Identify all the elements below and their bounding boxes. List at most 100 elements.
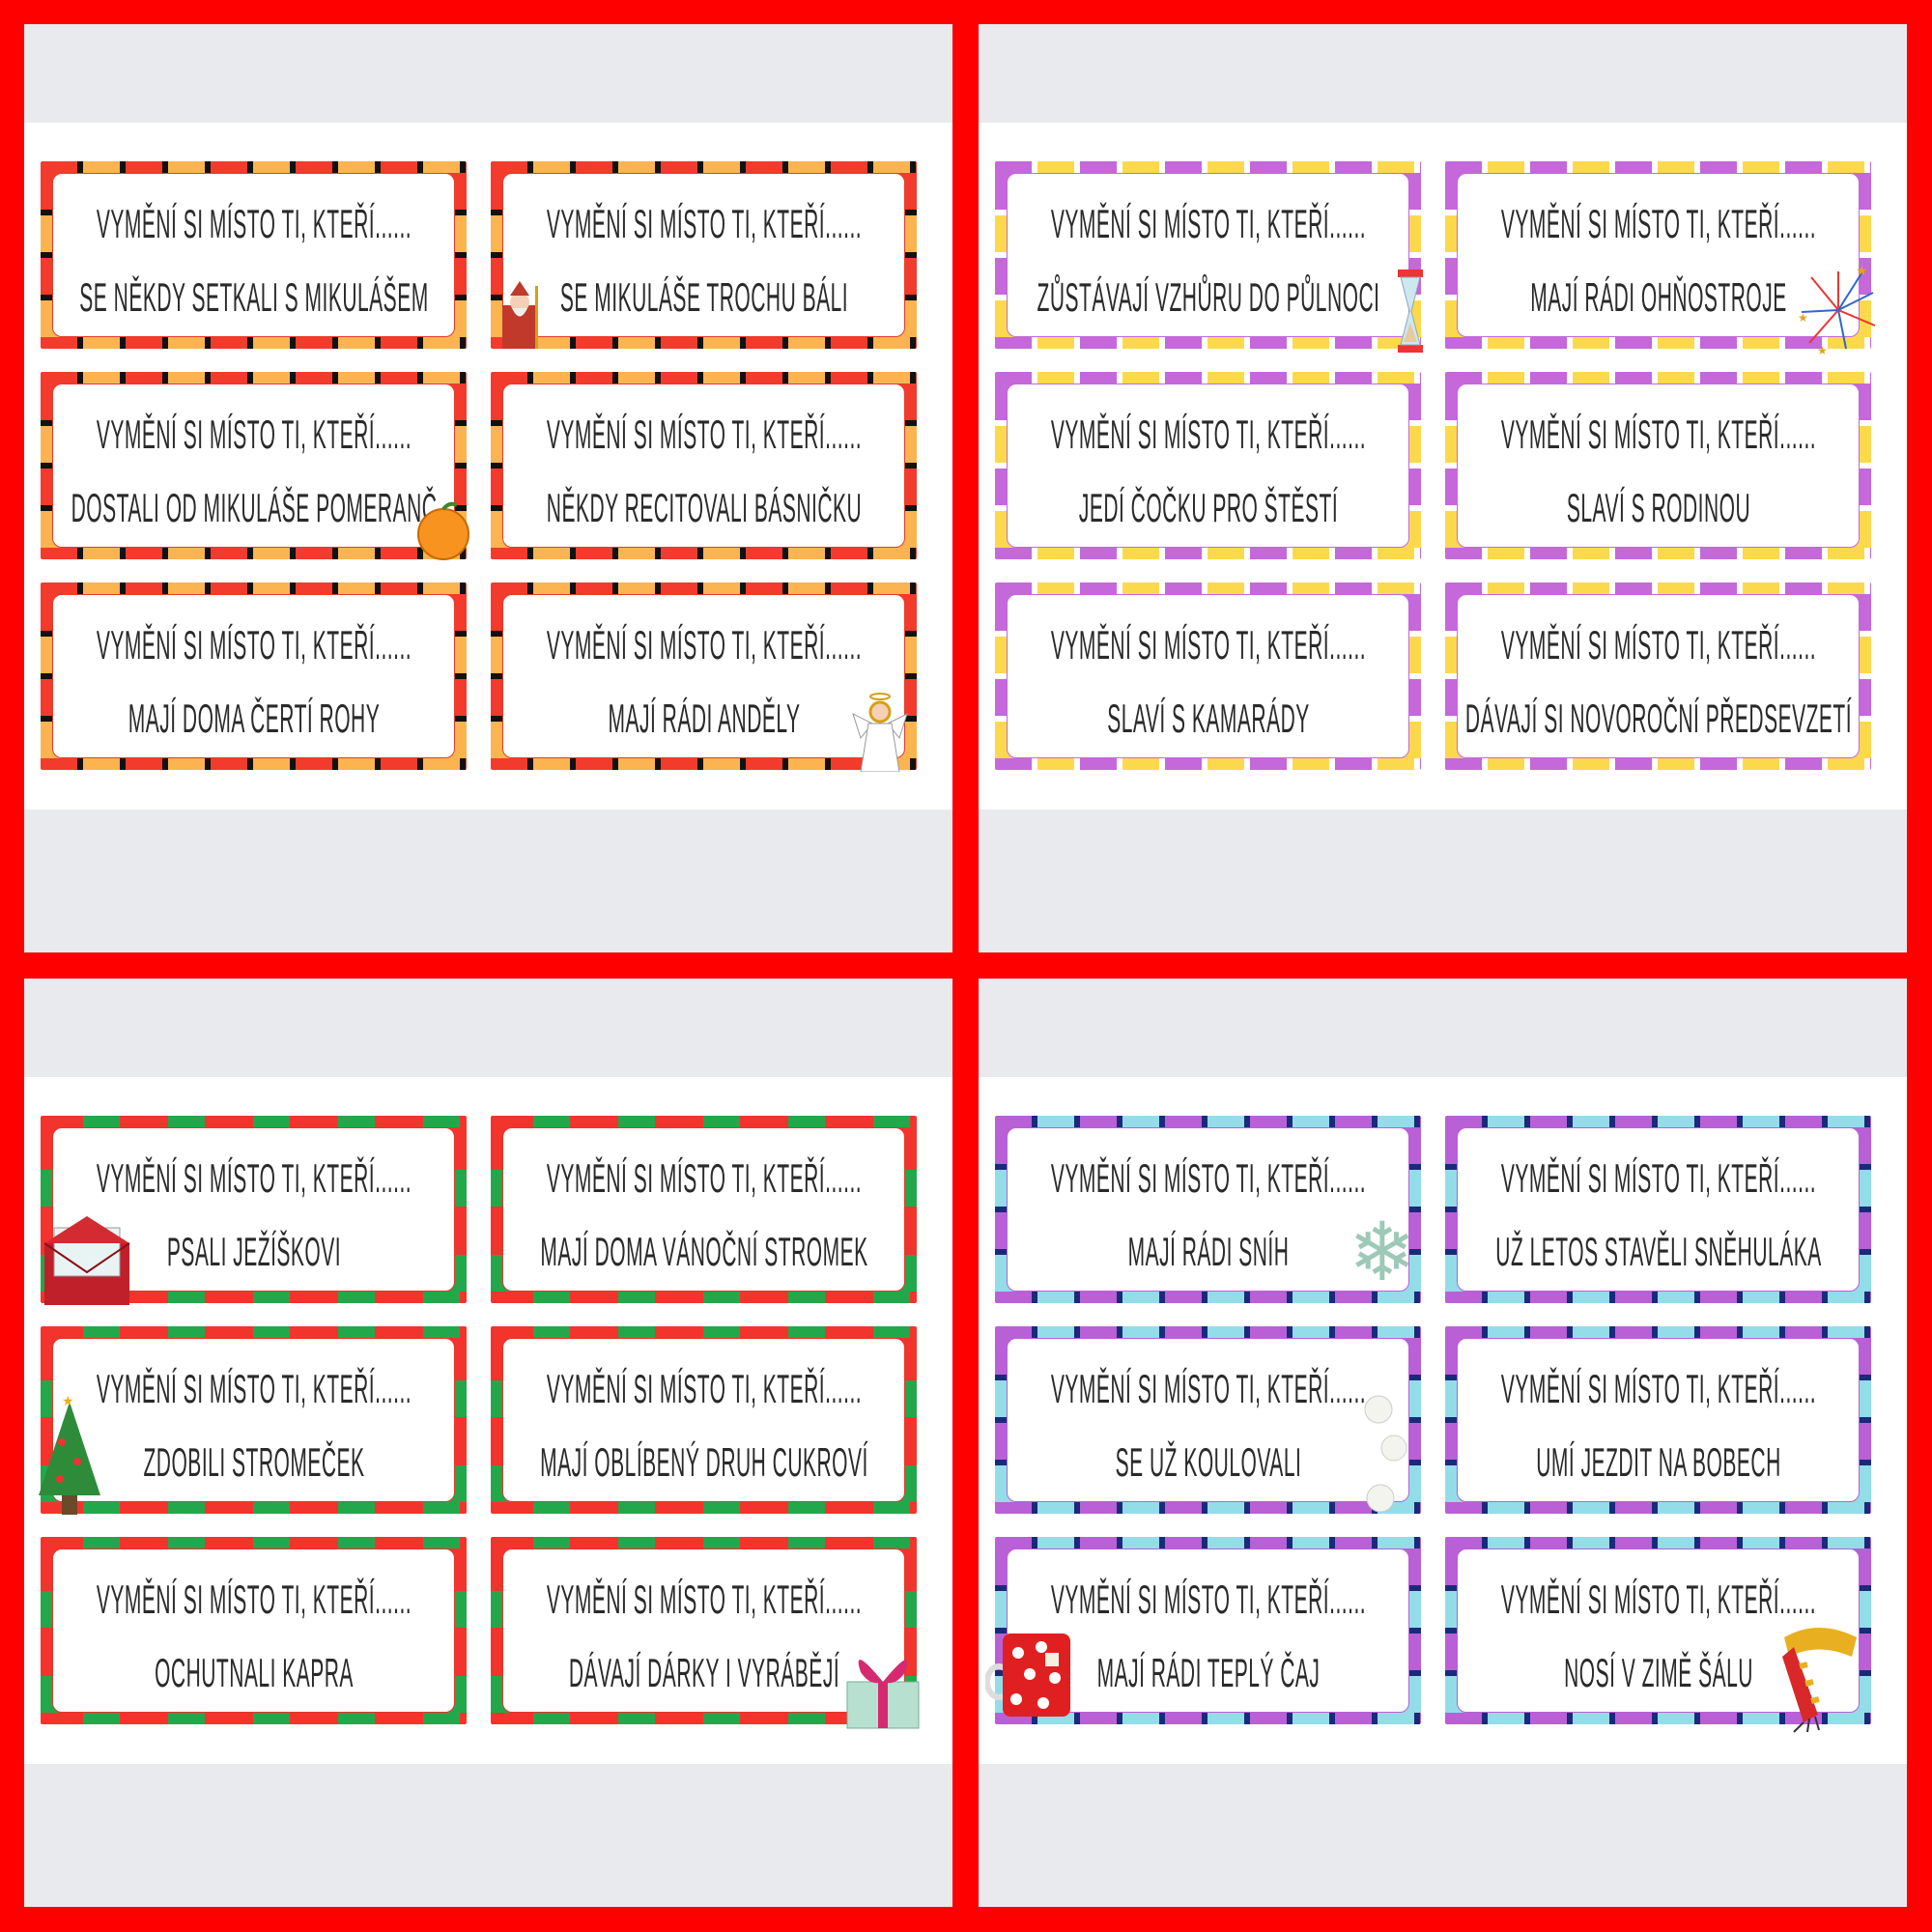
card-condition: MAJÍ RÁDI SNÍH	[1127, 1229, 1289, 1274]
card-body: VYMĚNÍ SI MÍSTO TI, KTEŘÍ...... MAJÍ OBL…	[502, 1338, 905, 1502]
activity-card[interactable]: VYMĚNÍ SI MÍSTO TI, KTEŘÍ...... MAJÍ RÁD…	[491, 582, 917, 773]
card-prompt: VYMĚNÍ SI MÍSTO TI, KTEŘÍ......	[96, 622, 412, 668]
card-prompt: VYMĚNÍ SI MÍSTO TI, KTEŘÍ......	[546, 201, 862, 246]
card-body: VYMĚNÍ SI MÍSTO TI, KTEŘÍ...... MAJÍ DOM…	[52, 594, 455, 758]
card-body: VYMĚNÍ SI MÍSTO TI, KTEŘÍ...... MAJÍ RÁD…	[1007, 1548, 1409, 1713]
activity-card[interactable]: VYMĚNÍ SI MÍSTO TI, KTEŘÍ...... OCHUTNAL…	[41, 1537, 467, 1724]
fireworks-icon: ★ ★ ★	[1798, 263, 1879, 357]
card-body: VYMĚNÍ SI MÍSTO TI, KTEŘÍ...... SLAVÍ S …	[1457, 384, 1860, 548]
activity-card[interactable]: VYMĚNÍ SI MÍSTO TI, KTEŘÍ...... ZŮSTÁVAJ…	[995, 161, 1423, 353]
activity-card[interactable]: VYMĚNÍ SI MÍSTO TI, KTEŘÍ...... MAJÍ RÁD…	[1445, 161, 1876, 357]
card-condition: SE NĚKDY SETKALI S MIKULÁŠEM	[78, 274, 429, 320]
activity-card[interactable]: VYMĚNÍ SI MÍSTO TI, KTEŘÍ...... NĚKDY RE…	[491, 372, 917, 559]
card-condition: NOSÍ V ZIMĚ ŠÁLU	[1563, 1650, 1753, 1695]
card-condition: MAJÍ OBLÍBENÝ DRUH CUKROVÍ	[539, 1439, 868, 1485]
card-body: VYMĚNÍ SI MÍSTO TI, KTEŘÍ...... SE UŽ KO…	[1007, 1338, 1409, 1502]
card-condition: MAJÍ RÁDI ANDĚLY	[608, 696, 800, 741]
card-body: VYMĚNÍ SI MÍSTO TI, KTEŘÍ...... UŽ LETOS…	[1457, 1127, 1860, 1292]
activity-card[interactable]: VYMĚNÍ SI MÍSTO TI, KTEŘÍ...... JEDÍ ČOČ…	[995, 372, 1421, 559]
activity-card[interactable]: VYMĚNÍ SI MÍSTO TI, KTEŘÍ...... MAJÍ RÁD…	[995, 1116, 1421, 1303]
card-prompt: VYMĚNÍ SI MÍSTO TI, KTEŘÍ......	[1500, 412, 1816, 457]
activity-card[interactable]: VYMĚNÍ SI MÍSTO TI, KTEŘÍ...... SE MIKUL…	[491, 161, 917, 349]
saint-nicholas-icon	[491, 281, 549, 349]
card-body: VYMĚNÍ SI MÍSTO TI, KTEŘÍ...... NĚKDY RE…	[502, 384, 905, 548]
svg-text:★: ★	[1817, 344, 1828, 356]
letter-icon	[41, 1214, 133, 1307]
activity-card[interactable]: VYMĚNÍ SI MÍSTO TI, KTEŘÍ...... UŽ LETOS…	[1445, 1116, 1871, 1303]
card-body: VYMĚNÍ SI MÍSTO TI, KTEŘÍ...... DÁVAJÍ D…	[502, 1548, 905, 1713]
activity-card[interactable]: VYMĚNÍ SI MÍSTO TI, KTEŘÍ...... MAJÍ RÁD…	[984, 1537, 1421, 1724]
card-condition: SLAVÍ S KAMARÁDY	[1106, 696, 1310, 741]
card-body: VYMĚNÍ SI MÍSTO TI, KTEŘÍ...... MAJÍ RÁD…	[1457, 173, 1860, 337]
activity-card[interactable]: VYMĚNÍ SI MÍSTO TI, KTEŘÍ...... SLAVÍ S …	[1445, 372, 1871, 559]
card-prompt: VYMĚNÍ SI MÍSTO TI, KTEŘÍ......	[1500, 622, 1816, 668]
card-prompt: VYMĚNÍ SI MÍSTO TI, KTEŘÍ......	[1050, 1577, 1366, 1622]
activity-card[interactable]: VYMĚNÍ SI MÍSTO TI, KTEŘÍ...... SE UŽ KO…	[995, 1326, 1421, 1514]
card-condition: NĚKDY RECITOVALI BÁSNIČKU	[546, 485, 862, 530]
card-condition: MAJÍ DOMA ČERTÍ ROHY	[128, 696, 380, 741]
card-condition: SE MIKULÁŠE TROCHU BÁLI	[559, 274, 848, 320]
panel-winter: VYMĚNÍ SI MÍSTO TI, KTEŘÍ...... MAJÍ RÁD…	[979, 979, 1907, 1907]
card-body: VYMĚNÍ SI MÍSTO TI, KTEŘÍ...... DÁVAJÍ S…	[1457, 594, 1860, 758]
card-sheet: VYMĚNÍ SI MÍSTO TI, KTEŘÍ...... PSALI JE…	[24, 1077, 952, 1764]
card-prompt: VYMĚNÍ SI MÍSTO TI, KTEŘÍ......	[96, 1155, 412, 1201]
activity-card[interactable]: VYMĚNÍ SI MÍSTO TI, KTEŘÍ...... MAJÍ DOM…	[491, 1116, 917, 1303]
activity-card[interactable]: VYMĚNÍ SI MÍSTO TI, KTEŘÍ...... NOSÍ V Z…	[1445, 1537, 1871, 1733]
card-condition: MAJÍ RÁDI TEPLÝ ČAJ	[1096, 1650, 1320, 1695]
card-condition: MAJÍ RÁDI OHŇOSTROJE	[1529, 274, 1787, 320]
card-prompt: VYMĚNÍ SI MÍSTO TI, KTEŘÍ......	[96, 1577, 412, 1622]
card-body: VYMĚNÍ SI MÍSTO TI, KTEŘÍ...... DOSTALI …	[52, 384, 455, 548]
hourglass-icon	[1396, 270, 1425, 353]
card-condition: UŽ LETOS STAVĚLI SNĚHULÁKA	[1494, 1229, 1822, 1274]
card-prompt: VYMĚNÍ SI MÍSTO TI, KTEŘÍ......	[546, 1155, 862, 1201]
card-body: VYMĚNÍ SI MÍSTO TI, KTEŘÍ...... MAJÍ DOM…	[502, 1127, 905, 1292]
activity-card[interactable]: VYMĚNÍ SI MÍSTO TI, KTEŘÍ...... SE NĚKDY…	[41, 161, 467, 349]
activity-card[interactable]: VYMĚNÍ SI MÍSTO TI, KTEŘÍ...... MAJÍ DOM…	[41, 582, 467, 770]
card-sheet: VYMĚNÍ SI MÍSTO TI, KTEŘÍ...... MAJÍ RÁD…	[979, 1077, 1907, 1764]
card-prompt: VYMĚNÍ SI MÍSTO TI, KTEŘÍ......	[1500, 1577, 1816, 1622]
card-body: VYMĚNÍ SI MÍSTO TI, KTEŘÍ...... MAJÍ RÁD…	[502, 594, 905, 758]
svg-text:❄: ❄	[1349, 1210, 1416, 1297]
card-prompt: VYMĚNÍ SI MÍSTO TI, KTEŘÍ......	[96, 412, 412, 457]
activity-card[interactable]: VYMĚNÍ SI MÍSTO TI, KTEŘÍ...... DOSTALI …	[41, 372, 469, 560]
card-prompt: VYMĚNÍ SI MÍSTO TI, KTEŘÍ......	[1050, 622, 1366, 668]
angel-icon	[851, 685, 909, 773]
card-prompt: VYMĚNÍ SI MÍSTO TI, KTEŘÍ......	[96, 1366, 412, 1411]
card-prompt: VYMĚNÍ SI MÍSTO TI, KTEŘÍ......	[1500, 201, 1816, 246]
activity-card[interactable]: VYMĚNÍ SI MÍSTO TI, KTEŘÍ...... MAJÍ OBL…	[491, 1326, 917, 1514]
card-condition: DOSTALI OD MIKULÁŠE POMERANČ	[71, 485, 437, 530]
card-prompt: VYMĚNÍ SI MÍSTO TI, KTEŘÍ......	[546, 622, 862, 668]
panel-mikulas: VYMĚNÍ SI MÍSTO TI, KTEŘÍ...... SE NĚKDY…	[24, 24, 952, 952]
card-body: VYMĚNÍ SI MÍSTO TI, KTEŘÍ...... MAJÍ RÁD…	[1007, 1127, 1409, 1292]
activity-card[interactable]: VYMĚNÍ SI MÍSTO TI, KTEŘÍ...... DÁVAJÍ D…	[491, 1537, 920, 1729]
card-prompt: VYMĚNÍ SI MÍSTO TI, KTEŘÍ......	[1050, 201, 1366, 246]
card-body: VYMĚNÍ SI MÍSTO TI, KTEŘÍ...... SE MIKUL…	[502, 173, 905, 337]
card-condition: MAJÍ DOMA VÁNOČNÍ STROMEK	[539, 1229, 868, 1274]
activity-card[interactable]: VYMĚNÍ SI MÍSTO TI, KTEŘÍ...... DÁVAJÍ S…	[1445, 582, 1871, 770]
card-prompt: VYMĚNÍ SI MÍSTO TI, KTEŘÍ......	[1500, 1366, 1816, 1411]
card-prompt: VYMĚNÍ SI MÍSTO TI, KTEŘÍ......	[546, 412, 862, 457]
card-body: VYMĚNÍ SI MÍSTO TI, KTEŘÍ...... ZŮSTÁVAJ…	[1007, 173, 1409, 337]
card-body: VYMĚNÍ SI MÍSTO TI, KTEŘÍ...... ZDOBILI …	[52, 1338, 455, 1502]
svg-text:★: ★	[62, 1394, 74, 1408]
card-body: VYMĚNÍ SI MÍSTO TI, KTEŘÍ...... SE NĚKDY…	[52, 173, 455, 337]
activity-card[interactable]: VYMĚNÍ SI MÍSTO TI, KTEŘÍ...... SLAVÍ S …	[995, 582, 1421, 770]
snowflake-icon: ❄	[1344, 1205, 1421, 1299]
card-prompt: VYMĚNÍ SI MÍSTO TI, KTEŘÍ......	[1050, 1366, 1366, 1411]
card-body: VYMĚNÍ SI MÍSTO TI, KTEŘÍ...... SLAVÍ S …	[1007, 594, 1409, 758]
activity-card[interactable]: VYMĚNÍ SI MÍSTO TI, KTEŘÍ...... ZDOBILI …	[39, 1326, 467, 1515]
snowballs-icon	[1359, 1392, 1407, 1518]
card-condition: OCHUTNALI KAPRA	[154, 1650, 354, 1695]
card-body: VYMĚNÍ SI MÍSTO TI, KTEŘÍ...... JEDÍ ČOČ…	[1007, 384, 1409, 548]
card-prompt: VYMĚNÍ SI MÍSTO TI, KTEŘÍ......	[96, 201, 412, 246]
card-condition: PSALI JEŽÍŠKOVI	[166, 1229, 341, 1274]
activity-card[interactable]: VYMĚNÍ SI MÍSTO TI, KTEŘÍ...... PSALI JE…	[41, 1116, 467, 1305]
panel-christmas: VYMĚNÍ SI MÍSTO TI, KTEŘÍ...... PSALI JE…	[24, 979, 952, 1907]
card-prompt: VYMĚNÍ SI MÍSTO TI, KTEŘÍ......	[546, 1366, 862, 1411]
card-condition: ZŮSTÁVAJÍ VZHŮRU DO PŮLNOCI	[1037, 274, 1379, 320]
card-body: VYMĚNÍ SI MÍSTO TI, KTEŘÍ...... OCHUTNAL…	[52, 1548, 455, 1713]
activity-card[interactable]: VYMĚNÍ SI MÍSTO TI, KTEŘÍ...... UMÍ JEZD…	[1445, 1326, 1871, 1514]
card-condition: SE UŽ KOULOVALI	[1115, 1439, 1301, 1485]
card-prompt: VYMĚNÍ SI MÍSTO TI, KTEŘÍ......	[546, 1577, 862, 1622]
card-sheet: VYMĚNÍ SI MÍSTO TI, KTEŘÍ...... ZŮSTÁVAJ…	[979, 123, 1907, 810]
